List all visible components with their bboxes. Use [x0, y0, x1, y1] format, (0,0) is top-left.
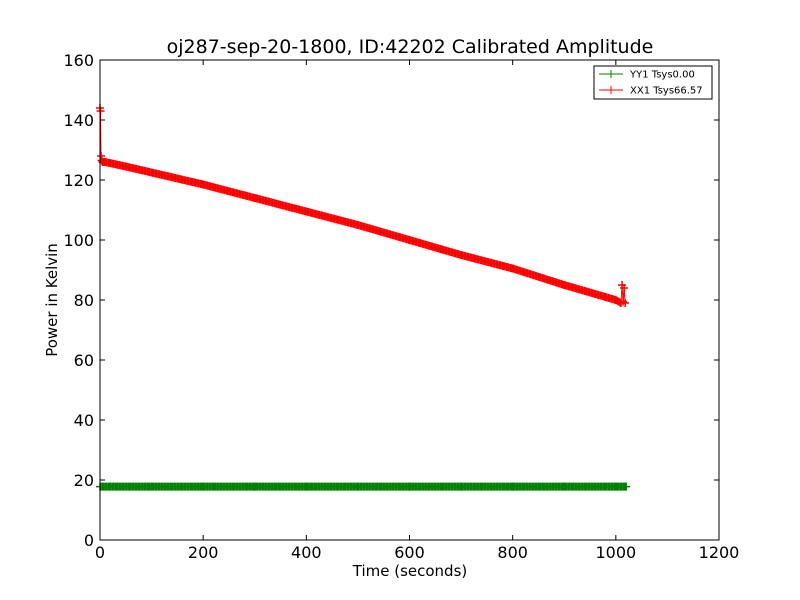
data-point: [457, 251, 466, 259]
series-0: [96, 482, 631, 491]
y-tick-label: 40: [74, 411, 94, 430]
data-point: [560, 281, 569, 289]
y-axis-label: Power in Kelvin: [43, 243, 61, 357]
data-point: [147, 168, 156, 177]
data-point: [250, 194, 259, 202]
data-point: [621, 299, 630, 307]
data-point: [508, 482, 517, 491]
x-tick-label: 800: [497, 543, 528, 562]
y-tick-label: 120: [63, 171, 94, 190]
y-tick-label: 0: [84, 531, 94, 550]
y-tick-label: 140: [63, 111, 94, 130]
chart-title: oj287-sep-20-1800, ID:42202 Calibrated A…: [167, 36, 654, 58]
legend-box: [593, 65, 713, 100]
data-point: [147, 482, 156, 491]
x-axis-label: Time (seconds): [352, 562, 468, 580]
legend: YY1 Tsys0.00 XX1 Tsys66.57: [593, 65, 713, 100]
series-layer: [96, 104, 631, 491]
data-point: [199, 482, 208, 491]
y-tick-label: 60: [74, 351, 94, 370]
data-point: [199, 180, 208, 189]
x-tick-label: 1200: [699, 543, 740, 562]
data-point: [353, 482, 362, 491]
x-tick-label: 600: [394, 543, 425, 562]
tick-layer: 0 200 400 600 800 1000 1200 0 20 40 60 80 100 120 140 1…: [63, 51, 739, 562]
y-tick-label: 20: [74, 471, 94, 490]
data-point: [611, 482, 620, 491]
data-point: [302, 482, 311, 491]
data-point: [96, 107, 105, 115]
x-tick-label: 200: [188, 543, 219, 562]
data-point: [622, 482, 631, 491]
x-tick-label: 0: [95, 543, 105, 562]
data-point: [353, 221, 362, 229]
data-point: [457, 482, 466, 491]
data-point: [250, 482, 259, 491]
data-point: [508, 264, 517, 273]
y-tick-label: 160: [63, 51, 94, 70]
legend-label-yy1: YY1 Tsys0.00: [629, 70, 695, 81]
data-point: [97, 156, 106, 165]
data-point: [405, 482, 414, 491]
x-tick-label: 1000: [595, 543, 636, 562]
data-point: [560, 482, 569, 491]
data-point: [620, 284, 629, 292]
data-point: [121, 162, 130, 171]
y-tick-label: 80: [74, 291, 94, 310]
data-point: [101, 158, 110, 166]
y-tick-label: 100: [63, 231, 94, 250]
data-point: [302, 207, 311, 216]
x-tick-label: 400: [291, 543, 322, 562]
legend-label-xx1: XX1 Tsys66.57: [630, 86, 703, 97]
data-point: [405, 236, 414, 244]
plot-area: 0 200 400 600 800 1000 1200 0 20 40 60 80 100 120 140 1…: [63, 51, 739, 562]
data-point: [611, 296, 620, 304]
